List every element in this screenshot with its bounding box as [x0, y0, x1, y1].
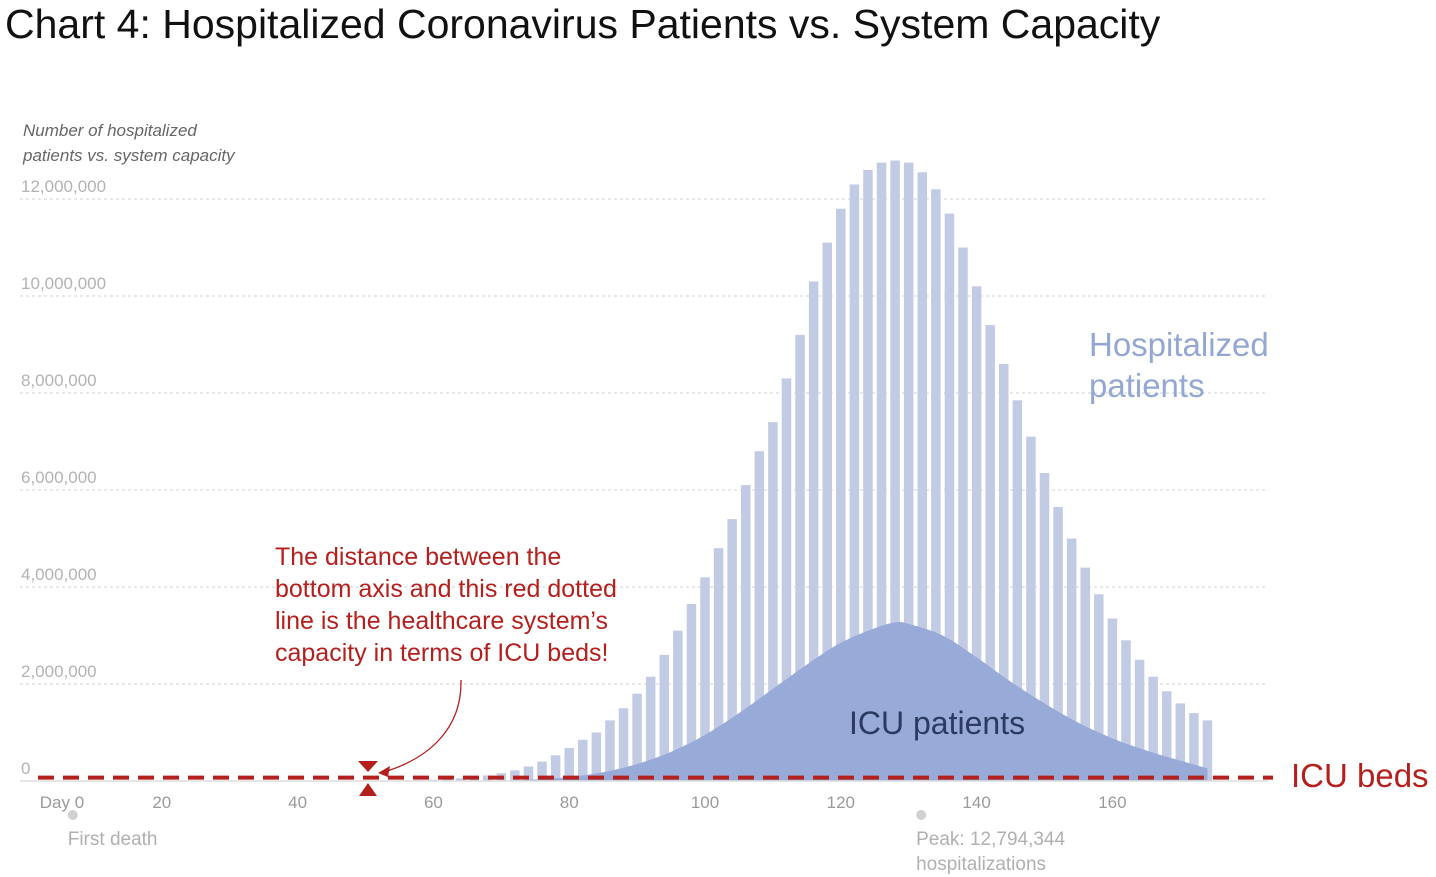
- hospitalized-bar: [1161, 691, 1172, 781]
- y-axis-label-line-2: patients vs. system capacity: [22, 146, 236, 165]
- icu-series-label: ICU patients: [849, 705, 1025, 741]
- x-tick-labels: Day 0 20 40 60 80 100 120 140 160: [40, 793, 1127, 812]
- hospitalized-bar: [564, 748, 574, 781]
- hospitalized-bar: [808, 281, 819, 781]
- hospitalized-bar: [1107, 618, 1118, 781]
- peak-label-line-1: Peak: 12,794,344: [916, 829, 1065, 850]
- icu-area: [501, 621, 1208, 781]
- x-tick-label: Day 0: [40, 793, 84, 812]
- x-tick-label: 60: [424, 793, 443, 812]
- hospitalized-bars: [374, 160, 1213, 782]
- hospitalized-bar: [523, 766, 534, 781]
- x-tick-label: 20: [152, 793, 171, 812]
- hospitalized-bar: [754, 451, 765, 781]
- icu-beds-label: ICU beds: [1291, 757, 1429, 794]
- hospitalized-bar: [673, 630, 683, 781]
- hospitalized-bar: [713, 548, 724, 781]
- x-tick-label: 140: [962, 793, 990, 812]
- hospitalized-bar: [836, 208, 846, 781]
- y-axis-label-line-1: Number of hospitalized: [23, 121, 197, 140]
- hospitalized-bar: [1053, 506, 1063, 781]
- x-tick-label: 120: [827, 793, 855, 812]
- hospitalized-series-label-line-1: Hospitalized: [1089, 326, 1269, 363]
- hospitalized-bar: [727, 519, 737, 781]
- hospitalized-bar: [958, 247, 968, 781]
- first-death-marker: [67, 810, 78, 820]
- hospitalized-bar: [876, 162, 887, 781]
- hospitalized-bar: [578, 739, 588, 781]
- x-tick-label: 160: [1098, 793, 1126, 812]
- hospitalized-bar: [1189, 713, 1199, 781]
- hospitalized-bar: [1148, 676, 1158, 781]
- hospitalized-bar: [944, 213, 955, 782]
- hospitalized-bar: [455, 778, 466, 781]
- annotation-arrow: [383, 679, 462, 773]
- hospitalized-bar: [890, 160, 900, 782]
- capacity-note-line-1: The distance between the: [275, 543, 561, 571]
- hospitalized-bar: [550, 755, 561, 781]
- hospitalized-bar: [1094, 594, 1104, 781]
- hospitalized-bar: [1012, 400, 1023, 781]
- hospitalized-bar: [659, 654, 670, 781]
- hospitalized-bar: [686, 603, 697, 781]
- hospitalized-bar: [849, 184, 860, 781]
- hospitalized-bar: [1066, 538, 1077, 781]
- hospitalized-bar: [985, 325, 995, 781]
- capacity-note-line-3: line is the healthcare system’s: [275, 607, 608, 635]
- hospitalized-series-label-line-2: patients: [1089, 367, 1205, 404]
- hospitalized-bar: [740, 485, 751, 781]
- hospitalized-bar: [482, 775, 493, 781]
- hospitalized-bar: [618, 708, 629, 781]
- x-tick-label: 100: [691, 793, 719, 812]
- x-tick-label: 80: [560, 793, 579, 812]
- hospitalized-bar: [645, 676, 656, 781]
- hospitalized-bar: [971, 286, 982, 781]
- y-tick-labels: 0 2,000,000 4,000,000 6,000,000 8,000,000 10,…: [21, 177, 106, 778]
- hospitalized-bar: [442, 779, 452, 781]
- hospitalized-bar: [1026, 436, 1036, 781]
- peak-label-line-2: hospitalizations: [916, 854, 1046, 875]
- peak-marker: [916, 810, 927, 820]
- hospitalized-bar: [1202, 720, 1213, 781]
- hospitalized-bar: [1121, 640, 1131, 781]
- hospitalized-bar: [781, 378, 792, 781]
- y-tick-label: 2,000,000: [21, 662, 97, 681]
- hospitalized-bar: [822, 242, 832, 781]
- chart-title: Chart 4: Hospitalized Coronavirus Patien…: [5, 1, 1161, 47]
- hospitalized-bar: [1175, 703, 1186, 781]
- first-death-label: First death: [68, 829, 158, 850]
- hospitalized-bar: [1039, 473, 1050, 781]
- hospitalized-bar: [1134, 659, 1145, 781]
- capacity-marker-bottom-icon: [359, 783, 377, 796]
- hospitalized-bar: [591, 732, 602, 781]
- y-tick-label: 12,000,000: [21, 177, 106, 196]
- hospitalized-bar: [537, 761, 547, 781]
- capacity-note-line-4: capacity in terms of ICU beds!: [275, 639, 608, 667]
- hospitalized-bar: [700, 577, 710, 781]
- hospitalized-bar: [768, 422, 778, 781]
- y-tick-label: 0: [21, 759, 30, 778]
- capacity-note-line-2: bottom axis and this red dotted: [275, 575, 617, 603]
- hospitalized-bar: [863, 169, 873, 781]
- hospitalized-bar: [917, 172, 928, 781]
- capacity-marker-top-icon: [358, 761, 378, 772]
- hospitalized-bar: [795, 334, 805, 781]
- hospitalized-bar: [931, 189, 941, 782]
- hospitalized-bar: [1080, 567, 1090, 781]
- hospitalized-bar: [999, 363, 1009, 781]
- y-tick-label: 6,000,000: [21, 468, 97, 487]
- y-tick-label: 8,000,000: [21, 371, 97, 390]
- y-tick-label: 10,000,000: [21, 274, 106, 293]
- y-tick-label: 4,000,000: [21, 565, 97, 584]
- hospitalized-bar: [632, 693, 642, 781]
- annotation-arrowhead-icon: [378, 766, 390, 777]
- icu-area-layer: [501, 621, 1208, 781]
- x-tick-label: 40: [288, 793, 307, 812]
- hospitalized-bar: [903, 162, 914, 781]
- hospitalized-bar: [605, 720, 615, 781]
